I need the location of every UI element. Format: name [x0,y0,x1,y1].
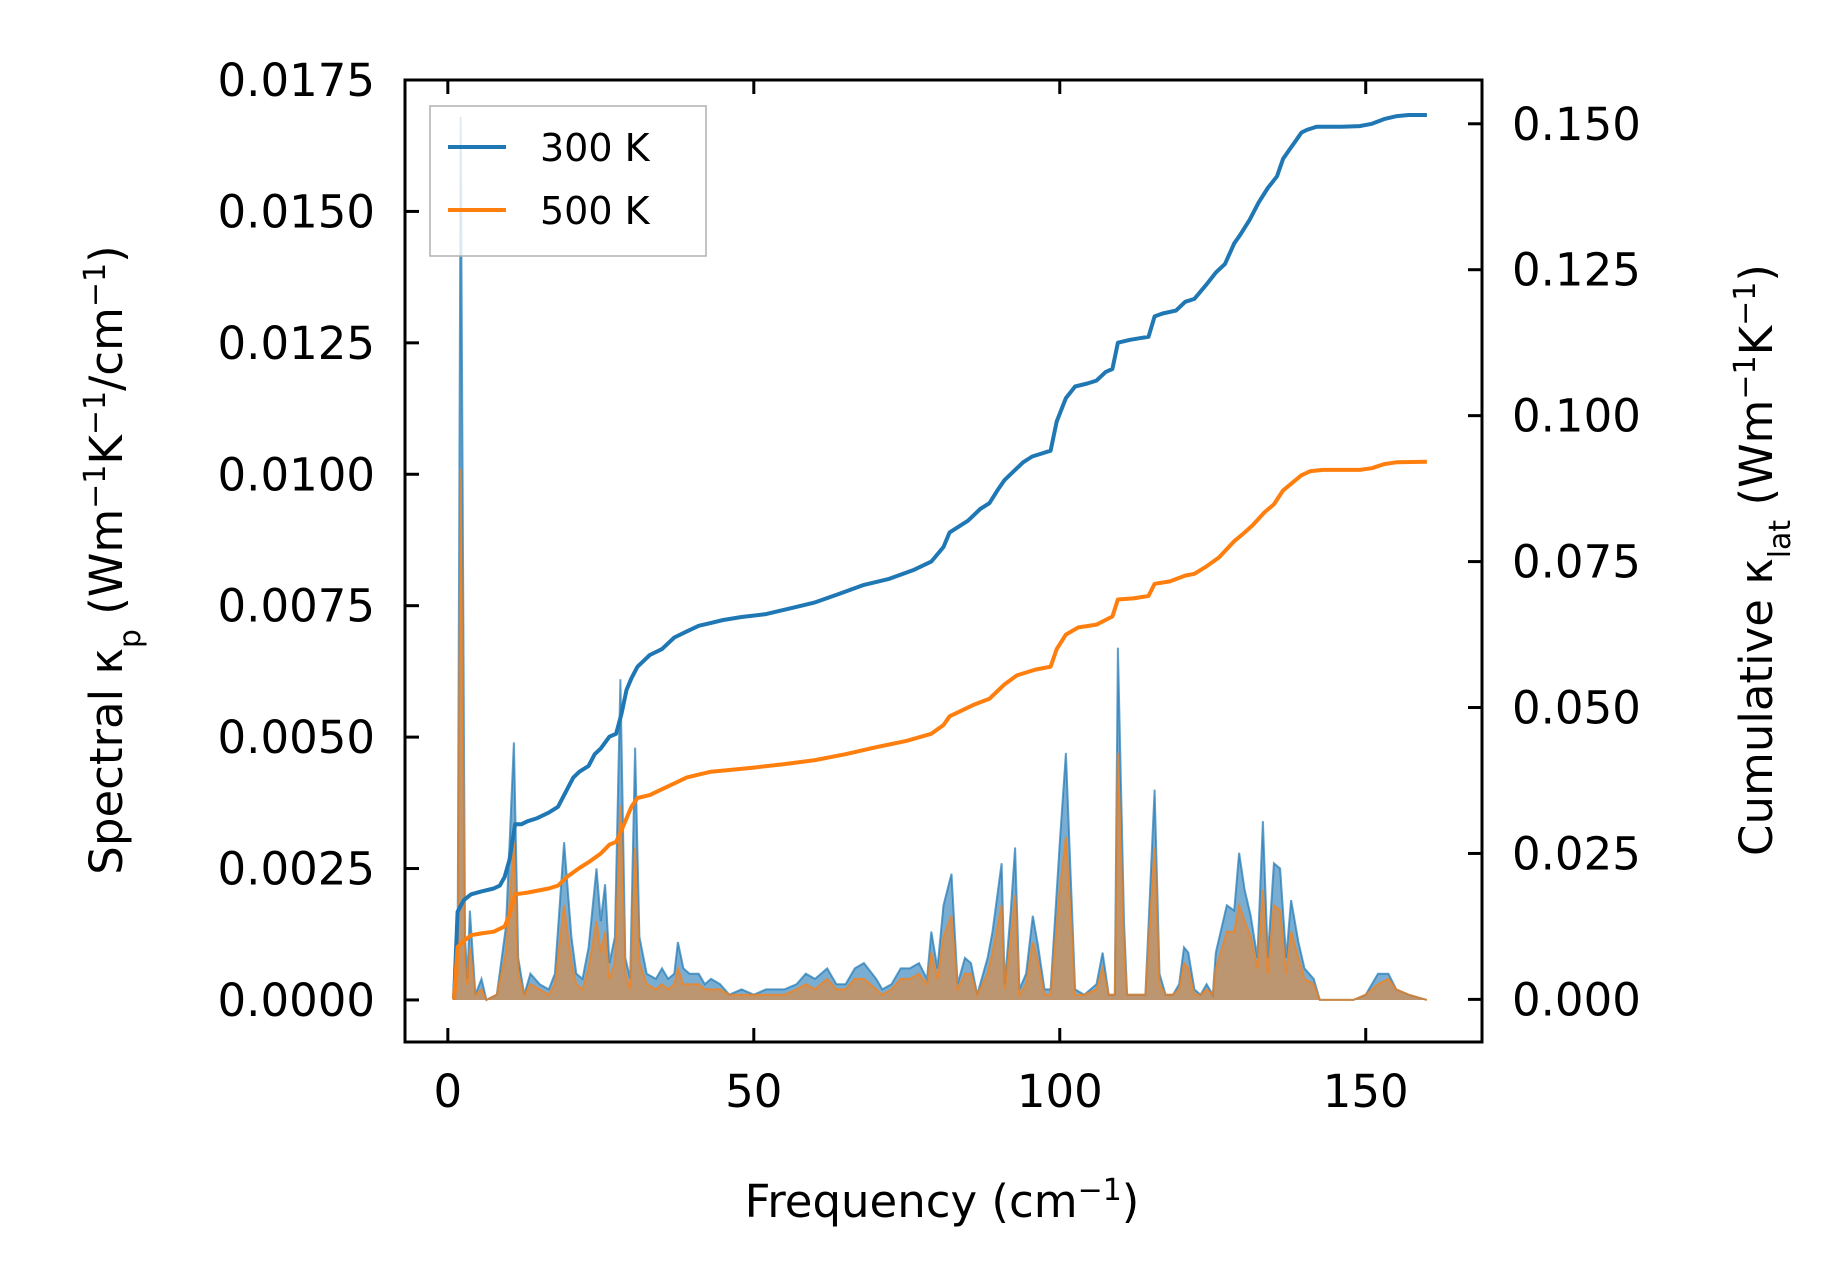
plot-content [452,113,1428,1002]
y-right-tick-label: 0.050 [1512,682,1641,735]
y-right-tick-label: 0.100 [1512,390,1641,443]
y-left-tick-label: 0.0050 [218,711,375,764]
y-left-tick-label: 0.0025 [218,843,375,896]
y-right-tick-label: 0.075 [1512,536,1641,589]
legend: 300 K 500 K [429,105,707,257]
spectral-line-500k [453,468,1428,1002]
ticks [405,78,1482,1042]
legend-label-300k: 300 K [540,126,651,170]
cumulative-line-300k [452,113,1427,1000]
x-axis-title: Frequency (cm−1) [745,1173,1140,1229]
cumulative-line-500k [452,459,1427,1000]
legend-box [429,105,707,257]
tick-labels: 0 50 100 150 0.0000 0.0025 0.0050 0.0075 0.0100 0… [218,54,1641,1118]
x-tick-label: 0 [434,1065,463,1118]
y-left-tick-label: 0.0175 [218,54,375,107]
x-tick-label: 100 [1017,1065,1103,1118]
y-left-tick-label: 0.0125 [218,317,375,370]
y-right-tick-label: 0.125 [1512,244,1641,297]
y-right-tick-label: 0.025 [1512,827,1641,880]
y-axis-left-title: Spectral κp (Wm−1K−1/cm−1) [78,245,148,874]
y-left-tick-label: 0.0100 [218,448,375,501]
spectral-line-300k [453,116,1428,1002]
y-left-tick-label: 0.0150 [218,185,375,238]
x-tick-label: 150 [1323,1065,1409,1118]
y-axis-right-title: Cumulative κlat (Wm−1K−1) [1728,264,1798,856]
legend-label-500k: 500 K [540,189,651,233]
x-tick-label: 50 [725,1065,782,1118]
y-right-tick-label: 0.000 [1512,973,1641,1026]
y-right-tick-label: 0.150 [1512,98,1641,151]
y-left-tick-label: 0.0000 [218,974,375,1027]
y-left-tick-label: 0.0075 [218,580,375,633]
